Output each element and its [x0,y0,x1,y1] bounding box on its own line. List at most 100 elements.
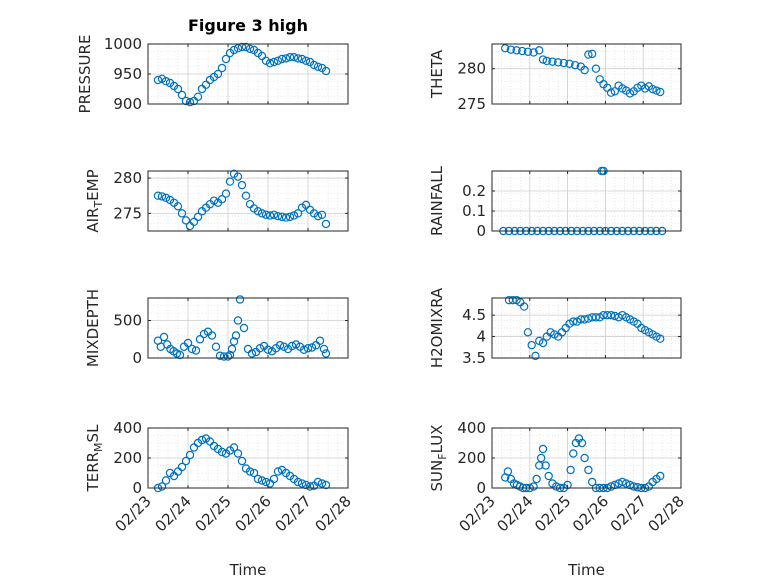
data-point [227,344,237,354]
data-point [229,443,239,452]
data-point [580,315,589,324]
axes-box [491,170,682,232]
data-point [207,331,217,340]
y-tick-label: 3.5 [462,349,486,367]
data-point [532,474,541,484]
data-point [273,56,283,66]
subplot-sun-flux: 0 200 400 SUNFLUX 02/2302/2402/2502/2602/270… [428,419,688,579]
x-tick-label: 02/27 [607,492,650,535]
data-point [538,55,548,64]
data-point [559,58,569,68]
y-tick-label: 400 [113,419,142,437]
data-point [293,477,303,487]
data-point [606,482,616,491]
x-tick-label: 02/25 [192,492,235,535]
data-point [181,96,191,106]
x-tick-label: 02/28 [645,492,688,535]
data-point [610,87,620,96]
data-point [544,471,553,481]
data-point [577,438,587,448]
data-point [193,212,203,222]
data-point [580,453,589,463]
y-tick-label: 275 [457,95,486,113]
y-tick-label: 0 [132,349,142,367]
data-point [656,87,665,97]
data-point [652,86,661,95]
data-point [185,97,195,107]
data-point [231,331,241,340]
subplot-h2omixra: 3.5 4 4.5 H2OMIXRA [428,287,682,368]
data-point [301,480,311,490]
data-point [173,84,183,94]
data-point [285,53,295,62]
data-point [565,59,574,68]
data-point [307,343,317,352]
data-point [569,317,578,326]
data-point [293,209,303,218]
data-point [553,58,563,67]
data-point [229,45,239,55]
data-point [191,346,201,355]
y-tick-label: 500 [113,312,142,330]
data-point [606,88,616,97]
axes-box [491,297,682,359]
data-point [257,476,267,485]
data-point [215,351,225,360]
data-point [199,329,209,339]
axes-box [491,43,682,105]
data-point [177,90,187,100]
data-point [261,477,271,487]
data-point [629,482,638,491]
data-point [237,456,247,466]
data-point [529,48,538,57]
data-point [563,480,572,490]
data-point [249,468,259,478]
data-point [319,344,329,354]
x-tick-label: 02/23 [456,492,499,535]
y-axis-label: H2OMIXRA [428,287,446,368]
y-axis-label: PRESSURE [76,35,94,114]
data-point [531,351,540,361]
y-tick-label: 0 [476,479,486,497]
data-point [580,65,589,75]
data-point [315,336,325,345]
y-tick-label: 275 [113,204,142,222]
figure-title: Figure 3 high [188,16,308,35]
data-point [535,461,544,470]
data-point [584,50,593,59]
data-point [235,295,245,304]
x-axis-label: Time [229,561,267,579]
data-point [519,302,529,311]
data-point [587,477,597,487]
y-tick-label: 280 [457,60,486,78]
data-point [309,60,319,70]
data-point [277,54,287,64]
data-point [273,211,283,221]
data-point [245,44,255,54]
data-point [161,193,171,203]
data-point [289,211,299,220]
x-tick-label: 02/24 [493,492,536,535]
data-point [189,217,199,227]
y-tick-label: 280 [113,169,142,187]
data-point [217,195,227,204]
data-point [265,59,275,68]
data-point [247,349,257,358]
data-point [548,57,557,66]
x-tick-label: 02/27 [272,492,315,535]
data-point [269,210,279,219]
data-point [317,479,327,488]
data-point [552,482,561,491]
data-point [621,479,631,488]
data-point [591,64,601,73]
y-axis-label: AIRTEMP [84,169,105,232]
data-point [241,42,251,52]
x-tick-label: 02/28 [312,492,355,535]
subplot-pressure: 900 950 1000 PRESSURE [76,35,349,114]
y-tick-label: 0.2 [462,182,486,200]
data-point [229,337,239,346]
data-point [225,177,235,186]
data-point [211,342,221,351]
data-point [291,340,301,349]
